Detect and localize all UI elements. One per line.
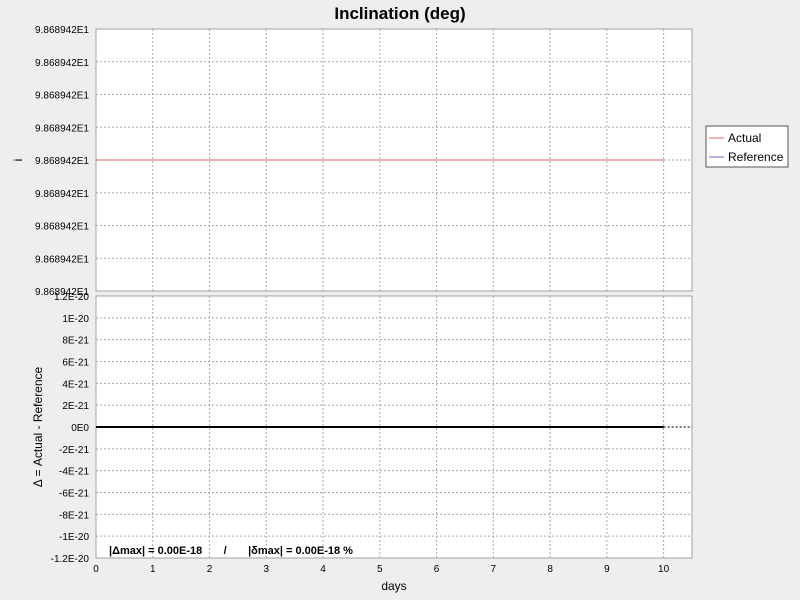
bottom-y-tick-label: -1.2E-20 bbox=[51, 554, 90, 565]
top-y-ticks: 9.868942E1 9.868942E1 9.868942E1 9.868942E1… bbox=[35, 25, 89, 298]
bottom-y-tick-label: 2E-21 bbox=[62, 401, 89, 412]
top-y-tick-label: 9.868942E1 bbox=[35, 58, 89, 69]
x-tick-label: 0 bbox=[93, 564, 99, 575]
top-y-tick-label: 9.868942E1 bbox=[35, 123, 89, 134]
bottom-y-tick-label: 6E-21 bbox=[62, 358, 89, 369]
legend-label-actual: Actual bbox=[728, 131, 761, 145]
chart-title: Inclination (deg) bbox=[334, 4, 465, 23]
legend-box bbox=[705, 125, 789, 168]
bottom-y-tick-label: -4E-21 bbox=[59, 467, 89, 478]
top-y-tick-label: 9.868942E1 bbox=[35, 254, 89, 265]
max-delta-annotation: |Δmax| = 0.00E-18 / |δmax| = 0.00E-18 % bbox=[109, 545, 353, 557]
top-y-tick-label: 9.868942E1 bbox=[35, 189, 89, 200]
top-y-tick-label: 9.868942E1 bbox=[35, 156, 89, 167]
x-tick-label: 1 bbox=[150, 564, 156, 575]
top-y-tick-label: 9.868942E1 bbox=[35, 25, 89, 36]
x-tick-label: 4 bbox=[320, 564, 326, 575]
x-tick-label: 6 bbox=[434, 564, 440, 575]
x-axis-label: days bbox=[381, 579, 406, 593]
bottom-grid bbox=[95, 296, 692, 558]
top-y-tick-label: 9.868942E1 bbox=[35, 222, 89, 233]
x-tick-label: 8 bbox=[547, 564, 553, 575]
bottom-y-tick-label: -8E-21 bbox=[59, 510, 89, 521]
top-y-axis-label: i bbox=[11, 159, 25, 162]
bottom-y-tick-label: 1E-20 bbox=[62, 314, 89, 325]
bottom-panel: 1.2E-20 1E-20 8E-21 6E-21 4E-21 2E-21 0E0 -2E-2… bbox=[31, 292, 693, 565]
x-tick-label: 2 bbox=[207, 564, 213, 575]
legend: Actual Reference bbox=[705, 125, 789, 168]
top-panel: 9.868942E1 9.868942E1 9.868942E1 9.868942E1… bbox=[11, 25, 693, 298]
x-tick-label: 3 bbox=[264, 564, 270, 575]
bottom-y-ticks: 1.2E-20 1E-20 8E-21 6E-21 4E-21 2E-21 0E0 -2E-2… bbox=[51, 292, 90, 565]
legend-label-reference: Reference bbox=[728, 150, 784, 164]
bottom-y-tick-label: 0E0 bbox=[71, 423, 89, 434]
x-tick-label: 10 bbox=[658, 564, 670, 575]
bottom-y-tick-label: -2E-21 bbox=[59, 445, 89, 456]
x-tick-label: 7 bbox=[491, 564, 497, 575]
x-tick-label: 5 bbox=[377, 564, 383, 575]
x-ticks: 0 1 2 3 4 5 6 7 8 9 10 bbox=[93, 564, 669, 575]
bottom-y-tick-label: -6E-21 bbox=[59, 489, 89, 500]
bottom-y-tick-label: 4E-21 bbox=[62, 379, 89, 390]
top-y-tick-label: 9.868942E1 bbox=[35, 91, 89, 102]
x-tick-label: 9 bbox=[604, 564, 610, 575]
bottom-y-axis-label: Δ = Actual - Reference bbox=[31, 366, 45, 487]
bottom-y-tick-label: 1.2E-20 bbox=[54, 292, 89, 303]
bottom-y-tick-label: 8E-21 bbox=[62, 336, 89, 347]
top-y-tick-label: 9.868942E1 bbox=[35, 287, 89, 298]
bottom-y-tick-label: -1E-20 bbox=[59, 532, 89, 543]
